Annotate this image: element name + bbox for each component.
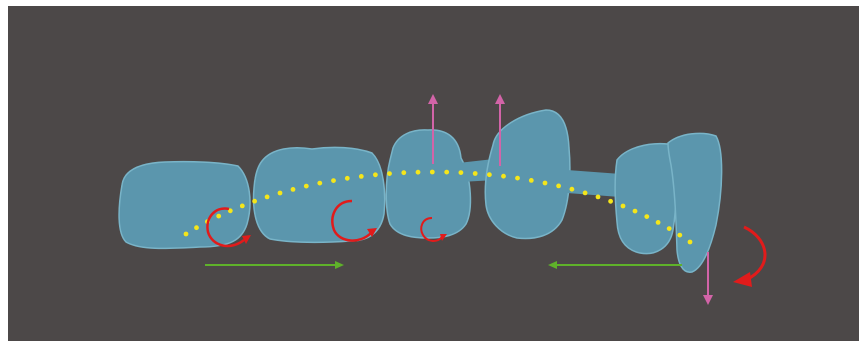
arch-dot	[501, 173, 506, 179]
arch-dot	[444, 169, 450, 175]
arch-dot	[194, 225, 199, 231]
rotation-arrow-1-arc	[206, 207, 245, 248]
arch-dot	[317, 180, 323, 186]
arch-dot	[595, 194, 601, 200]
vertical-arrow-down-head	[703, 295, 713, 305]
rotation-arrow-3	[420, 217, 447, 242]
arch-dot	[429, 169, 435, 175]
tooth-6	[667, 132, 723, 273]
arch-dot	[458, 170, 464, 176]
rotation-arrow-2-head	[367, 228, 377, 237]
arch-dot	[183, 231, 189, 237]
arch-dot	[239, 203, 245, 209]
arch-dot	[687, 239, 693, 245]
arch-dot	[472, 171, 478, 176]
arch-dot	[387, 171, 392, 177]
arch-dot	[252, 198, 257, 204]
vertical-arrow-up-1-head	[428, 94, 438, 104]
rotation-arrow-1-head	[242, 235, 251, 244]
rotation-arrow-4-head	[733, 272, 752, 287]
arch-dot	[487, 172, 492, 178]
rotation-arrow-4	[733, 225, 767, 287]
translation-arrow-right	[205, 261, 344, 269]
arch-dot	[569, 186, 575, 192]
arch-dot	[608, 198, 613, 204]
arch-dot	[542, 180, 548, 186]
arch-curve-dots	[183, 169, 693, 245]
translation-arrow-left-head	[548, 261, 557, 269]
vertical-arrow-up-1	[428, 94, 438, 164]
arch-dot	[303, 183, 309, 189]
connector-bar-2	[567, 170, 621, 197]
arch-dot	[415, 169, 421, 175]
arch-dot	[227, 208, 233, 214]
tooth-5	[614, 142, 677, 255]
rotation-arrow-1	[206, 207, 251, 248]
rotation-arrow-3-arc	[420, 217, 443, 242]
arch-dot	[556, 183, 561, 189]
rotation-arrow-2	[331, 199, 377, 242]
rotation-arrow-2-arc	[331, 199, 372, 242]
arch-dot	[344, 175, 350, 181]
arch-dot	[528, 178, 534, 183]
arch-dot	[644, 214, 650, 220]
arch-dot	[290, 187, 296, 192]
rotation-arrow-3-head	[440, 234, 447, 241]
arch-dot	[277, 190, 283, 196]
arch-dot	[620, 203, 626, 209]
arch-dot	[655, 220, 661, 225]
vertical-arrow-up-2	[495, 94, 505, 166]
arch-dot	[632, 208, 638, 214]
arch-dot	[373, 172, 378, 178]
arch-dot	[358, 174, 364, 179]
translation-arrow-left	[548, 261, 682, 269]
tooth-2	[252, 146, 386, 244]
tooth-1	[118, 160, 251, 250]
vertical-arrow-up-2-head	[495, 94, 505, 104]
arch-dot	[216, 213, 222, 219]
tooth-3	[385, 129, 472, 239]
arch-dot	[582, 190, 588, 196]
arch-dot	[666, 226, 672, 232]
tooth-4	[484, 109, 571, 240]
rotation-arrow-4-arc	[743, 225, 767, 282]
translation-arrow-right-head	[335, 261, 344, 269]
arch-dot	[677, 232, 683, 238]
arch-dot	[331, 178, 336, 184]
arch-dot	[401, 170, 407, 176]
arch-dot	[515, 175, 520, 181]
arch-dot	[264, 194, 270, 200]
vertical-arrow-down	[703, 252, 713, 305]
